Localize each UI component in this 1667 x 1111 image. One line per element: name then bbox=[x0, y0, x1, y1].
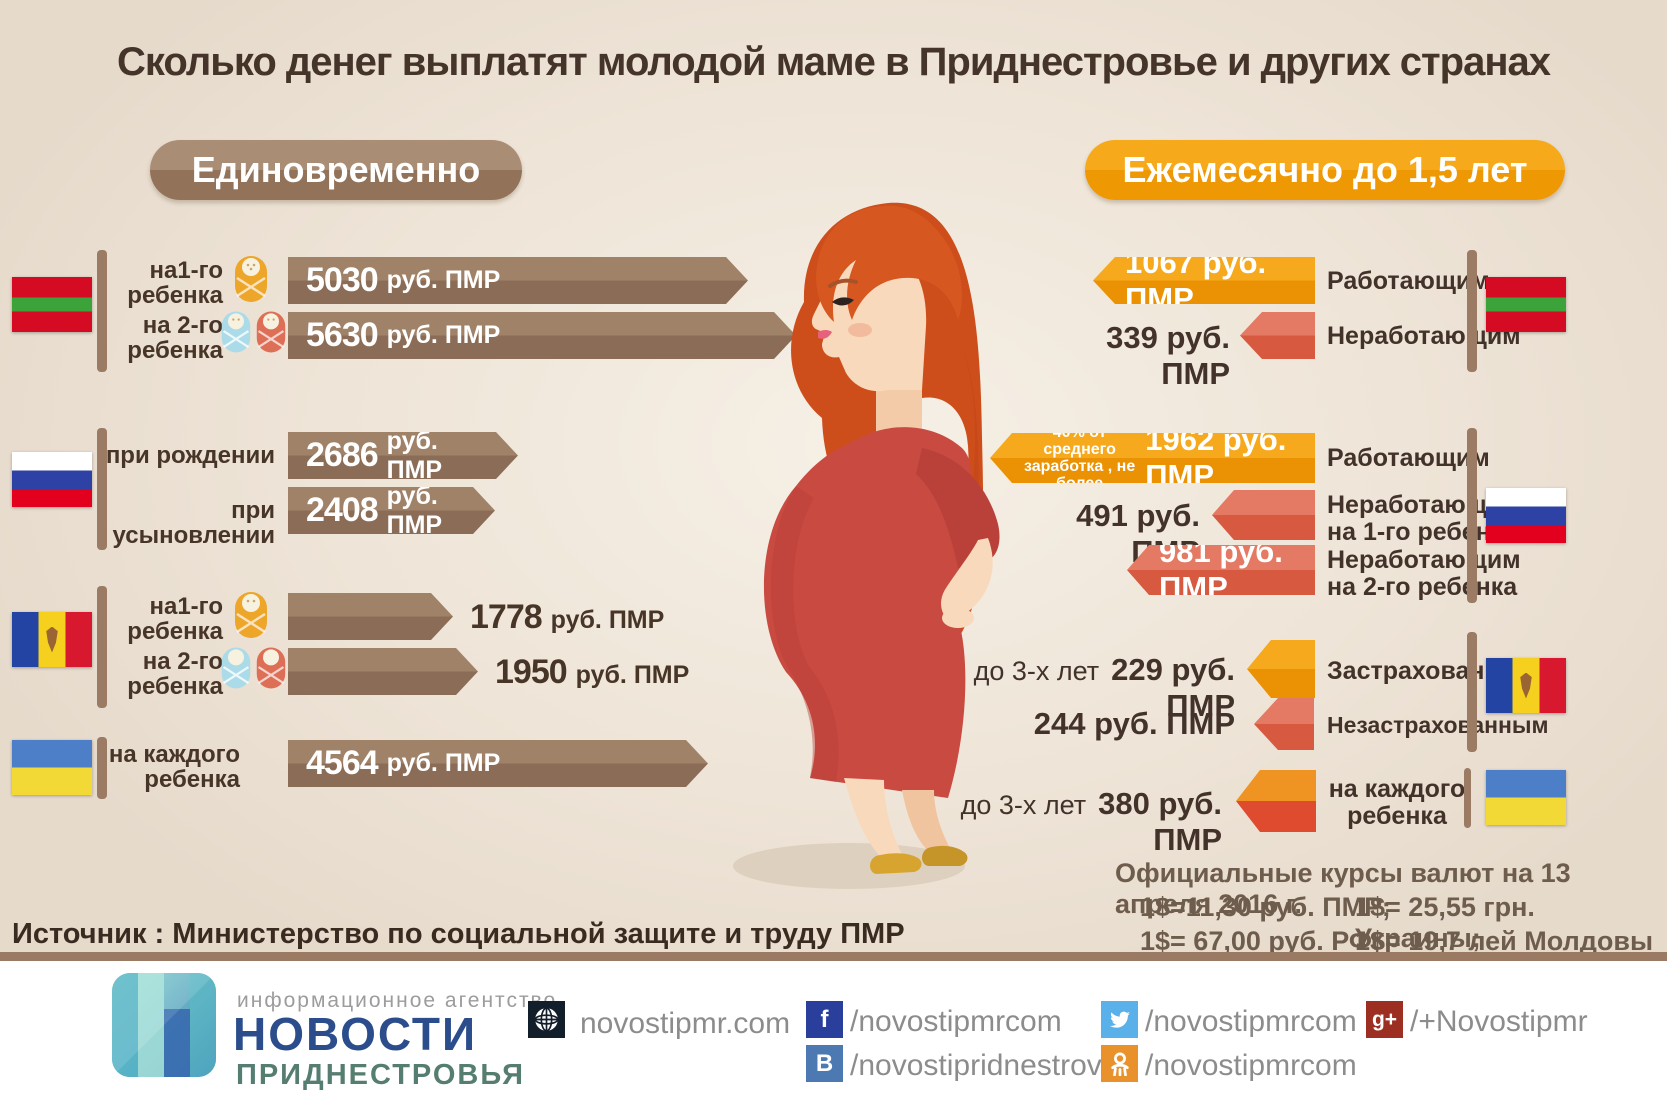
arrow-pmr-working: 1067 руб. ПМР bbox=[1093, 257, 1315, 304]
vk-link[interactable]: /novostipridnestrovya bbox=[850, 1049, 1134, 1082]
agency-logo-icon bbox=[112, 973, 216, 1077]
label-russia-adoption: при усыновлении bbox=[112, 497, 275, 549]
bar-ukraine-each-child: 4564 руб. ПМР bbox=[288, 740, 708, 787]
flag-transnistria-right bbox=[1486, 277, 1566, 332]
website-link[interactable]: novostipmr.com bbox=[580, 1007, 791, 1040]
arrow-moldova-uninsured bbox=[1254, 698, 1314, 750]
baby-icons-pair bbox=[220, 645, 287, 691]
rate-moldova: 1$= 19,7 лей Молдовы bbox=[1355, 926, 1654, 956]
twitter-icon[interactable] bbox=[1101, 1001, 1138, 1038]
arrow-russia-nonworking-1 bbox=[1212, 490, 1315, 540]
ok-person-icon bbox=[1110, 1052, 1129, 1076]
arrow-pmr-nonworking bbox=[1240, 312, 1315, 359]
page-title: Сколько денег выплатят молодой маме в Пр… bbox=[117, 40, 1551, 84]
value-ukraine-each-child: до 3-х лет 380 руб. ПМР bbox=[960, 786, 1222, 857]
flag-ukraine-right bbox=[1486, 770, 1566, 825]
baby-icon-blue bbox=[221, 311, 251, 353]
baby-icon-red bbox=[256, 311, 286, 353]
section-badge-monthly-label: Ежемесячно до 1,5 лет bbox=[1122, 149, 1528, 190]
value-moldova-first-child: 1778 руб. ПМР bbox=[470, 598, 665, 636]
agency-name-bottom: ПРИДНЕСТРОВЬЯ bbox=[236, 1059, 525, 1091]
agency-tagline: информационное агентство bbox=[237, 989, 558, 1012]
baby-icons-pair bbox=[220, 309, 287, 355]
bar-moldova-second-child bbox=[288, 648, 478, 695]
rate-ukraine: 1$= 25,55 грн. Украины; bbox=[1355, 892, 1535, 953]
value-moldova-uninsured: 244 руб. ПМР bbox=[1033, 706, 1235, 741]
flag-transnistria-left bbox=[12, 277, 92, 332]
rate-pmr: 1$=11,30 руб. ПМР; bbox=[1140, 892, 1391, 922]
group-bracket bbox=[1464, 768, 1471, 828]
group-bracket bbox=[97, 250, 107, 372]
flag-ukraine-left bbox=[12, 740, 92, 795]
bar-russia-adoption: 2408 руб. ПМР bbox=[288, 487, 495, 534]
facebook-link[interactable]: /novostipmrcom bbox=[850, 1005, 1062, 1038]
footer: информационное агентство НОВОСТИ ПРИДНЕС… bbox=[0, 961, 1667, 1111]
label-moldova-uninsured: Незастрахованным bbox=[1327, 712, 1549, 738]
footer-divider bbox=[0, 952, 1667, 961]
arrow-russia-nonworking-2: 981 руб. ПМР bbox=[1127, 545, 1315, 595]
rate-russia: 1$= 67,00 руб. РФ; bbox=[1140, 926, 1381, 956]
section-badge-lump-sum: Единовременно bbox=[150, 140, 522, 200]
arrow-moldova-insured bbox=[1247, 640, 1315, 698]
bar-pmr-first-child: 5030 руб. ПМР bbox=[288, 257, 748, 304]
twitter-link[interactable]: /novostipmrcom bbox=[1145, 1005, 1357, 1038]
source-note: Источник : Министерство по социальной за… bbox=[12, 918, 905, 950]
label-ukraine-each-child: на каждого ребенка bbox=[1328, 775, 1466, 830]
arrow-note: 40% от среднего заработка , не более bbox=[1024, 424, 1136, 492]
label-russia-working: Работающим bbox=[1327, 444, 1490, 472]
group-bracket bbox=[1467, 428, 1477, 603]
rates-title: Официальные курсы валют на 13 апреля 201… bbox=[1115, 858, 1571, 919]
group-bracket bbox=[1467, 632, 1477, 752]
flag-russia-left bbox=[12, 452, 92, 507]
odnoklassniki-icon[interactable] bbox=[1101, 1045, 1138, 1082]
arrow-ukraine-each-child bbox=[1236, 770, 1316, 832]
pregnant-woman-illustration bbox=[763, 202, 1000, 874]
label-ukraine-each-child: на каждого ребенка bbox=[108, 741, 240, 793]
twitter-bird-icon bbox=[1109, 1011, 1130, 1028]
flag-moldova-left bbox=[12, 612, 92, 667]
label-pmr-working: Работающим bbox=[1327, 267, 1490, 295]
baby-icon-blue bbox=[221, 647, 251, 689]
label-russia-birth: при рождении bbox=[105, 442, 275, 469]
label-russia-nonworking-2: Неработающим на 2-го ребенка bbox=[1327, 546, 1521, 601]
label-pmr-first-child: на1-го ребенка bbox=[127, 257, 223, 309]
label-moldova-second-child: на 2-го ребенка bbox=[127, 648, 223, 700]
group-bracket bbox=[1467, 250, 1477, 372]
baby-icon-orange bbox=[235, 592, 267, 638]
flag-moldova-right bbox=[1486, 658, 1566, 713]
label-moldova-first-child: на1-го ребенка bbox=[127, 593, 223, 645]
baby-icon-red bbox=[256, 647, 286, 689]
group-bracket bbox=[97, 737, 107, 799]
value-moldova-second-child: 1950 руб. ПМР bbox=[495, 653, 690, 691]
vk-icon[interactable]: В bbox=[806, 1045, 843, 1082]
group-bracket bbox=[97, 428, 107, 550]
facebook-icon[interactable]: f bbox=[806, 1001, 843, 1038]
googleplus-icon[interactable]: g+ bbox=[1366, 1001, 1403, 1038]
section-badge-monthly: Ежемесячно до 1,5 лет bbox=[1085, 140, 1565, 200]
globe-icon bbox=[528, 1001, 565, 1038]
ok-link[interactable]: /novostipmrcom bbox=[1145, 1049, 1357, 1082]
bar-moldova-first-child bbox=[288, 593, 453, 640]
value-pmr-nonworking: 339 руб. ПМР bbox=[1106, 320, 1230, 391]
section-badge-lump-sum-label: Единовременно bbox=[191, 149, 481, 190]
bar-pmr-second-child: 5630 руб. ПМР bbox=[288, 312, 796, 359]
baby-icon-orange bbox=[235, 256, 267, 302]
arrow-russia-working: 40% от среднего заработка , не более 196… bbox=[990, 433, 1315, 483]
label-pmr-second-child: на 2-го ребенка bbox=[127, 312, 223, 364]
value-moldova-insured: до 3-х лет 229 руб. ПМР bbox=[973, 652, 1235, 723]
agency-name-top: НОВОСТИ bbox=[233, 1008, 478, 1060]
flag-russia-right bbox=[1486, 488, 1566, 543]
bar-russia-birth: 2686 руб. ПМР bbox=[288, 432, 518, 479]
group-bracket bbox=[97, 586, 107, 708]
googleplus-link[interactable]: /+Novostipmr bbox=[1410, 1005, 1588, 1038]
